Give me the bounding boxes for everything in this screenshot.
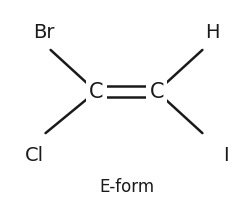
Text: Cl: Cl: [25, 146, 44, 165]
Text: C: C: [88, 82, 103, 102]
Text: E-form: E-form: [99, 178, 153, 196]
Text: C: C: [149, 82, 164, 102]
Text: H: H: [205, 23, 219, 42]
Text: I: I: [222, 146, 227, 165]
Text: Br: Br: [33, 23, 54, 42]
